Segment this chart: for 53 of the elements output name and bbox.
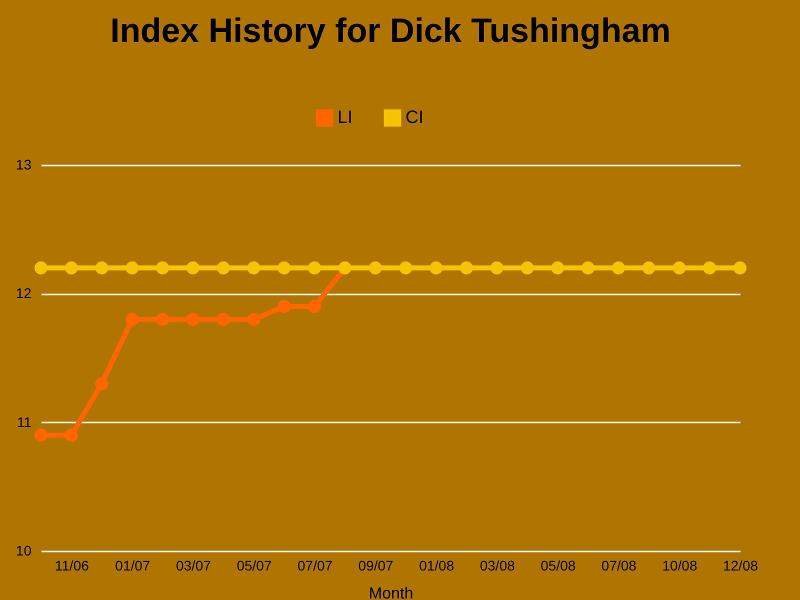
point bbox=[642, 261, 656, 274]
point bbox=[368, 261, 382, 274]
point bbox=[34, 261, 48, 274]
point bbox=[216, 261, 230, 274]
x-tick-label: 11/06 bbox=[54, 558, 90, 574]
point bbox=[582, 261, 595, 274]
x-tick-label: 01/07 bbox=[115, 558, 150, 574]
point bbox=[278, 261, 291, 274]
point bbox=[95, 261, 108, 274]
point bbox=[186, 312, 200, 326]
point bbox=[247, 312, 260, 326]
x-tick-label: 07/08 bbox=[601, 558, 637, 574]
point bbox=[520, 261, 534, 274]
x-tick-label: 01/08 bbox=[419, 558, 454, 574]
point bbox=[156, 312, 170, 326]
point bbox=[216, 312, 230, 326]
y-tick-label: 12 bbox=[16, 285, 32, 302]
point bbox=[95, 377, 108, 390]
point bbox=[156, 261, 170, 274]
point bbox=[612, 261, 625, 274]
point bbox=[308, 261, 322, 274]
point bbox=[399, 261, 412, 274]
point bbox=[126, 261, 139, 274]
point bbox=[460, 261, 473, 274]
y-tick-label: 11 bbox=[16, 414, 32, 430]
x-tick-label: 12/08 bbox=[722, 558, 758, 574]
x-tick-label: 03/07 bbox=[176, 558, 212, 574]
x-tick-label: 10/08 bbox=[662, 558, 698, 574]
point bbox=[551, 261, 564, 274]
x-axis-title: Month bbox=[368, 586, 414, 600]
point bbox=[490, 261, 504, 274]
point bbox=[34, 428, 48, 442]
x-tick-label: 05/08 bbox=[540, 558, 576, 574]
x-tick-label: 05/07 bbox=[236, 558, 272, 574]
point bbox=[703, 261, 716, 274]
point bbox=[126, 312, 139, 326]
legend-label: CI bbox=[406, 107, 424, 127]
point bbox=[64, 261, 78, 274]
point bbox=[247, 261, 260, 274]
legend-label: LI bbox=[338, 107, 353, 127]
point bbox=[733, 261, 747, 274]
x-tick-label: 09/07 bbox=[358, 558, 394, 574]
y-tick-label: 10 bbox=[16, 542, 32, 558]
chart-title: Index History for Dick Tushingham bbox=[110, 12, 671, 50]
point bbox=[308, 300, 322, 314]
point bbox=[278, 300, 291, 314]
point bbox=[672, 261, 686, 274]
x-tick-label: 07/07 bbox=[298, 558, 333, 574]
y-tick-label: 13 bbox=[16, 156, 32, 172]
point bbox=[186, 261, 200, 274]
x-tick-label: 03/08 bbox=[480, 558, 516, 574]
point bbox=[64, 428, 78, 442]
point bbox=[430, 261, 443, 274]
